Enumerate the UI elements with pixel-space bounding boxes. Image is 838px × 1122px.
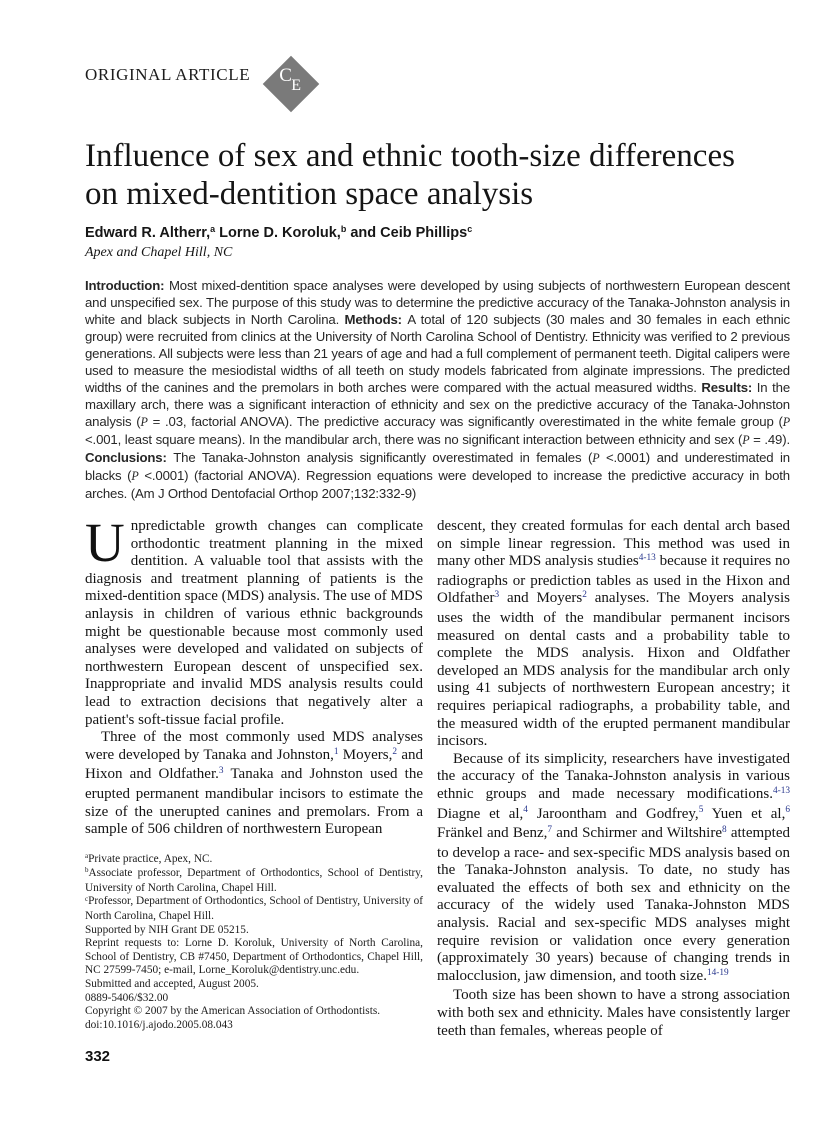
footnote-issn-price: 0889-5406/$32.00 [85, 991, 169, 1004]
footnote-affiliation-b: bAssociate professor, Department of Orth… [85, 866, 423, 894]
footnote-affiliation-c: cProfessor, Department of Orthodontics, … [85, 894, 423, 923]
footnote-affiliation-a: aPrivate practice, Apex, NC. [85, 851, 213, 865]
abstract-paragraph: Introduction: Most mixed-dentition space… [85, 278, 790, 501]
body-paragraph-4: Because of its simplicity, researchers h… [437, 750, 791, 984]
page-number: 332 [85, 1048, 111, 1066]
footnote-grant: Supported by NIH Grant DE 05215. [85, 923, 249, 936]
right-column: descent, they created formulas for each … [437, 518, 790, 1065]
footnote-submitted: Submitted and accepted, August 2005. [85, 978, 259, 991]
footnote-reprint-requests: Reprint requests to: Lorne D. Koroluk, U… [85, 937, 423, 977]
body-paragraph-2: Three of the most commonly used MDS anal… [85, 729, 423, 838]
dropcap-letter: U [85, 512, 125, 573]
body-paragraph-3: descent, they created formulas for each … [437, 518, 790, 750]
ce-letter-e: E [291, 77, 301, 94]
affiliation-line: Apex and Chapel Hill, NC [85, 245, 233, 260]
footnote-doi: doi:10.1016/j.ajodo.2005.08.043 [85, 1018, 233, 1031]
ce-badge-icon: C E [262, 55, 320, 113]
footnote-copyright: Copyright © 2007 by the American Associa… [85, 1005, 381, 1018]
article-type-label: ORIGINAL ARTICLE [85, 65, 251, 84]
author-line: Edward R. Altherr,a Lorne D. Koroluk,b a… [85, 224, 473, 241]
footnotes-block: aPrivate practice, Apex, NC. bAssociate … [85, 851, 423, 1033]
body-paragraph-5: Tooth size has been shown to have a stro… [437, 987, 790, 1039]
ce-letter-c: C [279, 65, 292, 86]
article-header: ORIGINAL ARTICLE C E [85, 55, 790, 113]
article-title: Influence of sex and ethnic tooth-size d… [85, 138, 735, 212]
body-paragraph-1-text: npredictable growth changes can complica… [85, 518, 424, 728]
